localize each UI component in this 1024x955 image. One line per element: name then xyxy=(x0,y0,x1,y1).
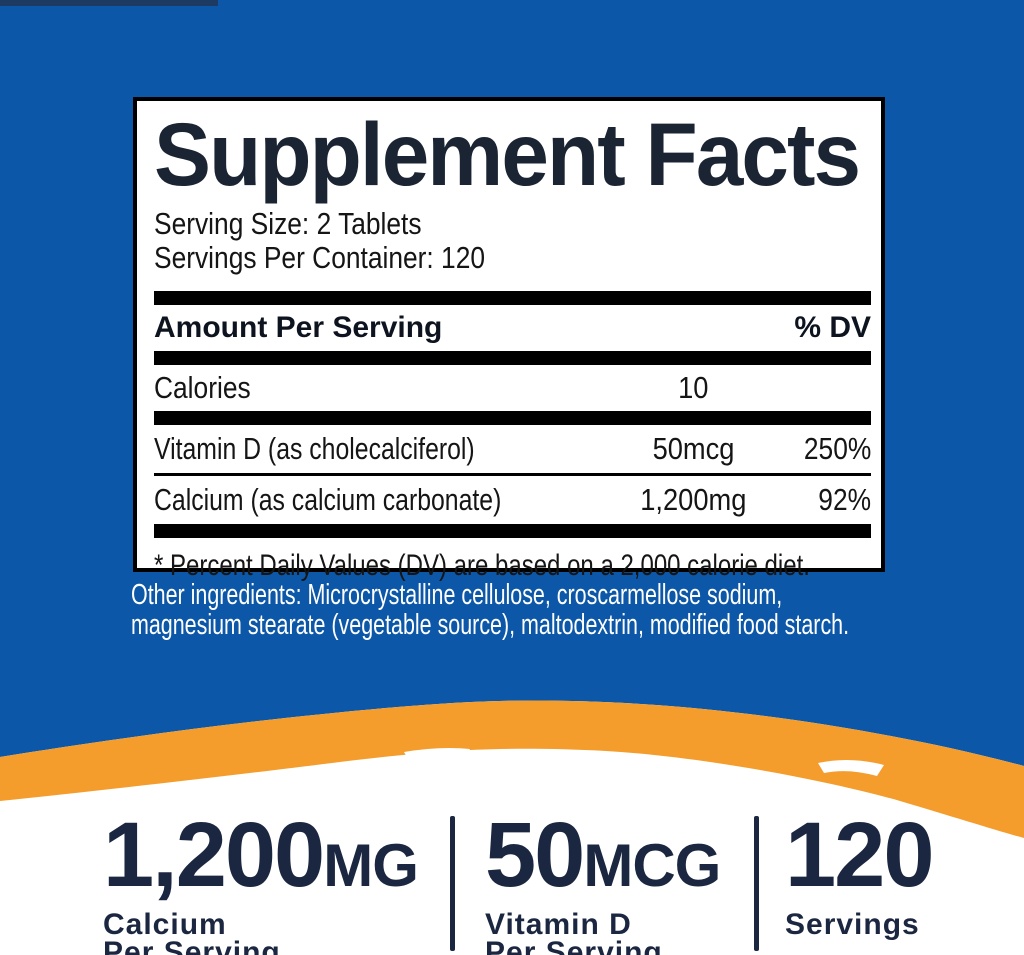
highlight-calcium: 1,200MG Calcium Per Serving xyxy=(103,804,419,955)
highlight-calcium-label-2: Per Serving xyxy=(103,936,281,955)
highlight-calcium-unit: MG xyxy=(323,832,419,899)
brush-highlight xyxy=(818,759,884,776)
table-header-row: Amount Per Serving % DV xyxy=(154,305,871,351)
highlight-servings-value: 120 xyxy=(785,804,934,906)
thin-rule xyxy=(154,473,871,476)
calories-amount: 10 xyxy=(678,370,709,405)
nutrient-amount: 1,200mg xyxy=(640,482,747,517)
other-ingredients: Other ingredients: Microcrystalline cell… xyxy=(131,580,1024,640)
calories-row: Calories 10 xyxy=(154,365,871,411)
highlight-calcium-label-1: Calcium xyxy=(103,908,227,941)
highlight-vitamin-d-value: 50MCG xyxy=(485,804,721,906)
orange-wave xyxy=(0,700,1024,838)
top-edge-strip xyxy=(0,0,218,6)
other-ingredients-line-1: Other ingredients: Microcrystalline cell… xyxy=(131,579,783,611)
highlight-vitamin-d-label-2: Per Serving xyxy=(485,936,663,955)
thick-rule xyxy=(154,351,871,365)
nutrient-row-calcium: Calcium (as calcium carbonate) 1,200mg 9… xyxy=(154,476,871,524)
calories-name: Calories xyxy=(154,370,251,405)
amount-per-serving-header: Amount Per Serving xyxy=(154,311,443,344)
highlight-vitamin-d: 50MCG Vitamin D Per Serving xyxy=(485,804,721,955)
thick-rule xyxy=(154,291,871,305)
dv-header: % DV xyxy=(794,311,871,344)
other-ingredients-line-2: magnesium stearate (vegetable source), m… xyxy=(131,609,850,641)
thick-rule xyxy=(154,524,871,538)
thick-rule xyxy=(154,411,871,425)
nutrient-dv: 250% xyxy=(803,431,871,466)
highlight-servings-label-1: Servings xyxy=(785,908,920,941)
highlight-vitamin-d-label-1: Vitamin D xyxy=(485,908,632,941)
highlight-servings: 120 Servings xyxy=(785,804,934,941)
nutrient-amount: 50mcg xyxy=(652,431,735,466)
serving-size-text: Serving Size: 2 Tablets xyxy=(154,206,422,241)
serving-size-line: Serving Size: 2 Tablets xyxy=(154,207,871,241)
nutrient-name: Calcium (as calcium carbonate) xyxy=(154,482,502,517)
vertical-divider xyxy=(754,816,759,951)
vertical-divider xyxy=(450,816,455,951)
supplement-facts-panel: Supplement Facts Serving Size: 2 Tablets… xyxy=(133,97,885,581)
brush-highlight-2 xyxy=(404,748,470,759)
nutrient-name: Vitamin D (as cholecalciferol) xyxy=(154,431,475,466)
highlight-vitamin-d-unit: MCG xyxy=(583,832,721,899)
highlight-calcium-value: 1,200MG xyxy=(103,804,419,906)
nutrient-dv: 92% xyxy=(818,482,871,517)
servings-per-container-line: Servings Per Container: 120 xyxy=(154,241,871,275)
servings-per-container-text: Servings Per Container: 120 xyxy=(154,240,486,275)
dv-footnote: * Percent Daily Values (DV) are based on… xyxy=(154,549,810,582)
panel-title: Supplement Facts xyxy=(154,104,861,204)
nutrient-row-vitamin-d: Vitamin D (as cholecalciferol) 50mcg 250… xyxy=(154,425,871,473)
